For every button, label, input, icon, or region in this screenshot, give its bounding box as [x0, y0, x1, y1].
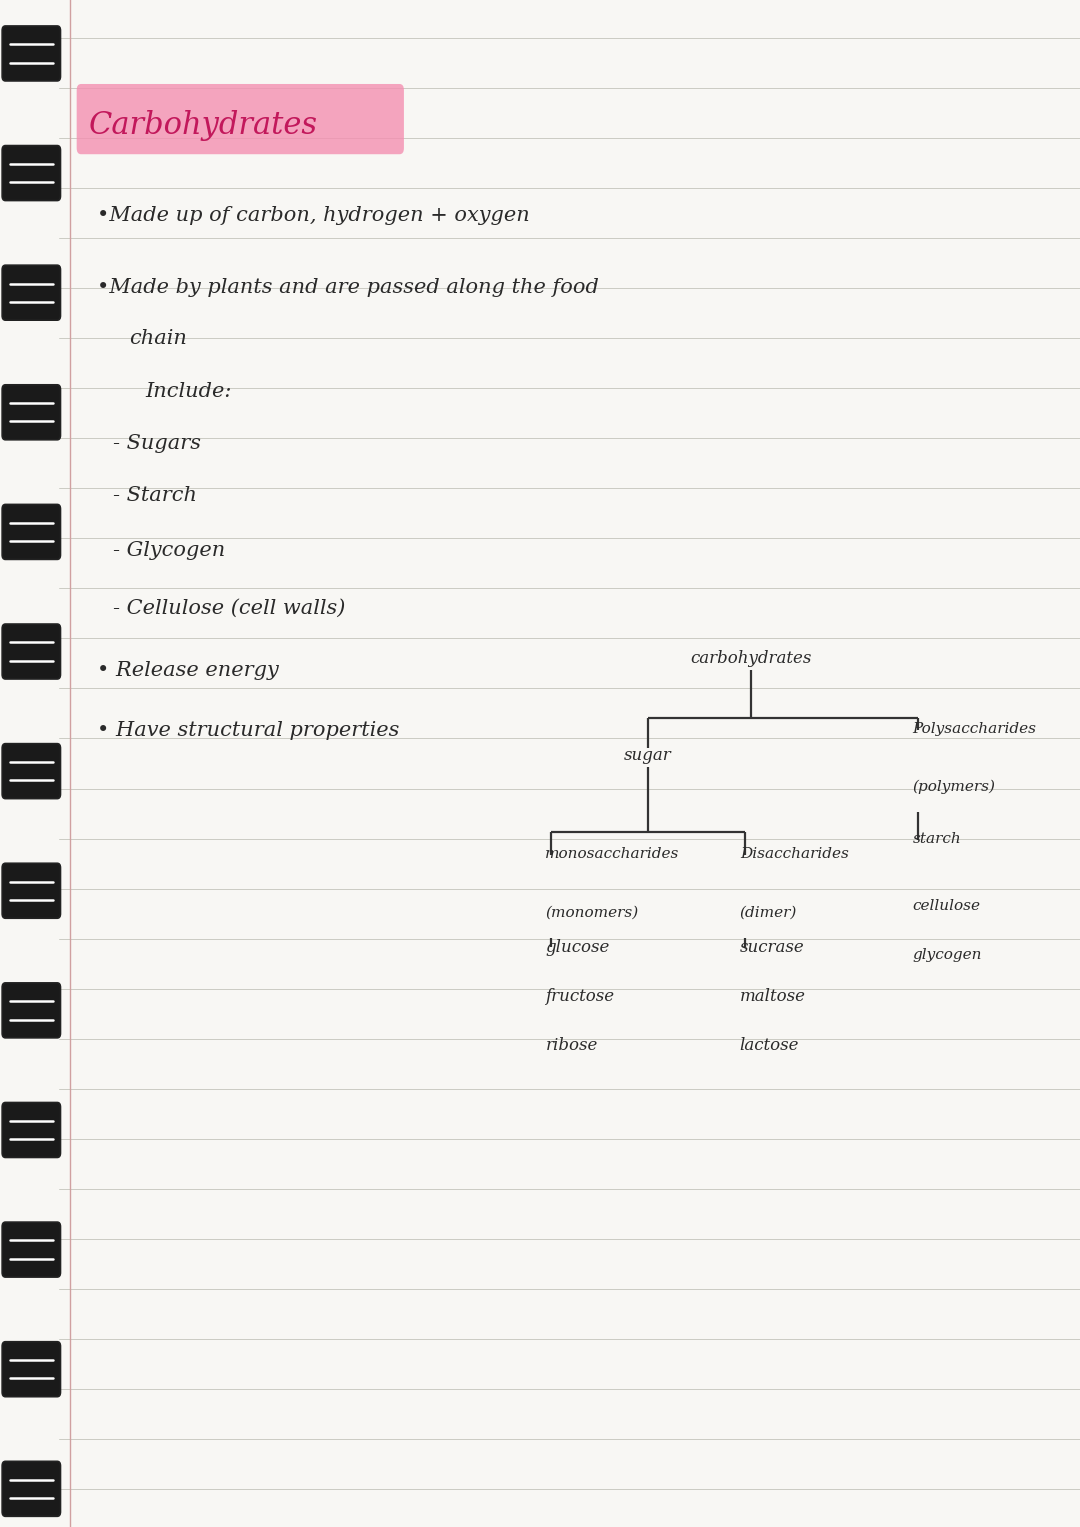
Text: Polysaccharides: Polysaccharides [913, 722, 1037, 736]
Text: lactose: lactose [740, 1037, 799, 1054]
Text: glucose: glucose [545, 939, 610, 956]
FancyBboxPatch shape [2, 1102, 60, 1157]
Text: sucrase: sucrase [740, 939, 805, 956]
FancyBboxPatch shape [2, 625, 60, 680]
Text: starch: starch [913, 832, 961, 846]
Text: •Made by plants and are passed along the food: •Made by plants and are passed along the… [97, 278, 599, 298]
FancyBboxPatch shape [2, 145, 60, 200]
Text: - Glycogen: - Glycogen [113, 541, 226, 560]
FancyBboxPatch shape [2, 504, 60, 559]
Text: - Starch: - Starch [113, 486, 198, 505]
Text: Carbohydrates: Carbohydrates [89, 110, 318, 142]
Text: sugar: sugar [624, 747, 672, 764]
FancyBboxPatch shape [2, 1461, 60, 1516]
FancyBboxPatch shape [2, 983, 60, 1038]
Text: • Have structural properties: • Have structural properties [97, 721, 400, 741]
Text: ribose: ribose [545, 1037, 597, 1054]
Text: carbohydrates: carbohydrates [690, 651, 811, 667]
Text: chain: chain [130, 328, 188, 348]
Text: (polymers): (polymers) [913, 780, 996, 794]
Text: fructose: fructose [545, 988, 615, 1005]
Text: - Cellulose (cell walls): - Cellulose (cell walls) [113, 599, 346, 618]
Text: - Sugars: - Sugars [113, 434, 201, 454]
FancyBboxPatch shape [2, 1342, 60, 1397]
Text: glycogen: glycogen [913, 948, 982, 962]
Text: cellulose: cellulose [913, 899, 981, 913]
FancyBboxPatch shape [2, 744, 60, 799]
FancyBboxPatch shape [2, 385, 60, 440]
Text: • Release energy: • Release energy [97, 661, 279, 681]
Text: Include:: Include: [146, 382, 232, 402]
FancyBboxPatch shape [77, 84, 404, 154]
FancyBboxPatch shape [2, 26, 60, 81]
Text: (dimer): (dimer) [740, 906, 797, 919]
FancyBboxPatch shape [2, 266, 60, 321]
FancyBboxPatch shape [2, 863, 60, 918]
Text: (monomers): (monomers) [545, 906, 638, 919]
Text: Disaccharides: Disaccharides [740, 847, 849, 861]
FancyBboxPatch shape [2, 1222, 60, 1277]
Text: maltose: maltose [740, 988, 806, 1005]
Text: monosaccharides: monosaccharides [545, 847, 679, 861]
Text: •Made up of carbon, hydrogen + oxygen: •Made up of carbon, hydrogen + oxygen [97, 206, 530, 226]
